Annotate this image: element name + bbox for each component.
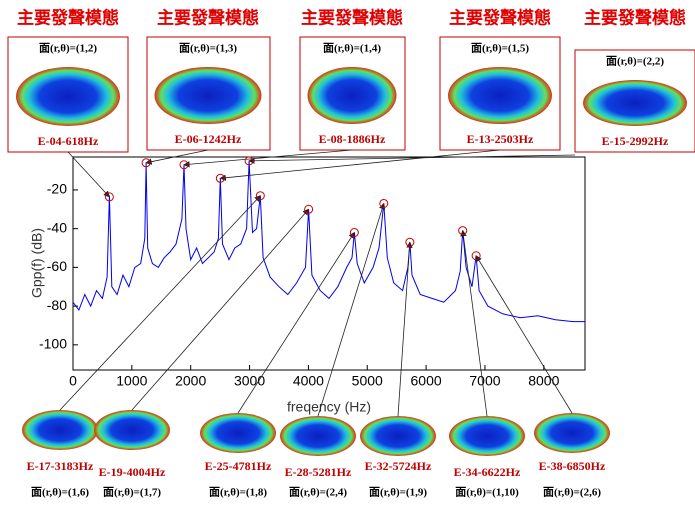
mode-arrow bbox=[219, 149, 501, 181]
mode-index: 面(r,θ)=(2,2) bbox=[606, 55, 664, 68]
mode-index: 面(r,θ)=(1,6) bbox=[31, 486, 89, 499]
mode-label: E-15-2992Hz bbox=[602, 134, 669, 148]
x-tick-label: 5000 bbox=[352, 373, 383, 389]
mode-label: E-13-2503Hz bbox=[467, 132, 534, 146]
x-tick-label: 7000 bbox=[469, 373, 500, 389]
mode-index: 面(r,θ)=(2,4) bbox=[289, 486, 347, 499]
mode-shape bbox=[449, 416, 525, 456]
mode-arrow bbox=[317, 202, 386, 417]
mode-shape bbox=[448, 67, 552, 124]
mode-index: 面(r,θ)=(1,2) bbox=[39, 42, 97, 55]
mode-label: E-28-5281Hz bbox=[285, 465, 352, 479]
mode-label: E-34-6622Hz bbox=[454, 465, 521, 479]
mode-arrow bbox=[397, 241, 413, 417]
mode-arrow bbox=[460, 229, 488, 417]
peak-marker bbox=[104, 192, 114, 202]
mode-label: E-08-1886Hz bbox=[319, 132, 386, 146]
mode-shape bbox=[154, 67, 262, 124]
peak-marker bbox=[179, 160, 189, 170]
y-tick-label: -60 bbox=[47, 258, 67, 274]
y-tick-label: -20 bbox=[47, 181, 67, 197]
x-tick-label: 2000 bbox=[175, 373, 206, 389]
mode-arrow bbox=[131, 208, 310, 411]
plot-frame bbox=[72, 156, 586, 371]
mode-arrow bbox=[183, 149, 353, 168]
mode-arrow bbox=[67, 151, 110, 198]
peak-marker bbox=[379, 198, 389, 208]
mode-shape bbox=[360, 416, 436, 456]
mode-heading: 主要發聲模態 bbox=[17, 8, 119, 29]
mode-arrow bbox=[145, 149, 209, 165]
y-tick-label: -100 bbox=[39, 336, 67, 352]
mode-index: 面(r,θ)=(1,9) bbox=[369, 486, 427, 499]
mode-index: 面(r,θ)=(1,4) bbox=[323, 42, 381, 55]
mode-label: E-04-618Hz bbox=[38, 134, 99, 148]
mode-shape bbox=[280, 416, 356, 456]
peak-marker bbox=[255, 191, 265, 201]
mode-shape bbox=[22, 410, 98, 450]
peak-marker bbox=[405, 237, 415, 247]
x-tick-label: 0 bbox=[69, 373, 77, 389]
y-tick-label: -80 bbox=[47, 297, 67, 313]
x-tick-label: 3000 bbox=[234, 373, 265, 389]
x-tick-label: 6000 bbox=[411, 373, 442, 389]
mode-shape bbox=[583, 80, 687, 126]
mode-shape bbox=[200, 413, 276, 453]
mode-label: E-06-1242Hz bbox=[175, 132, 242, 146]
mode-heading: 主要發聲模態 bbox=[301, 8, 403, 29]
peak-marker bbox=[244, 156, 254, 166]
x-tick-label: 8000 bbox=[528, 373, 559, 389]
mode-heading: 主要發聲模態 bbox=[584, 8, 686, 29]
mode-arrow bbox=[475, 255, 573, 414]
mode-index: 面(r,θ)=(1,3) bbox=[179, 42, 237, 55]
mode-label: E-17-3183Hz bbox=[27, 459, 94, 473]
mode-label: E-32-5724Hz bbox=[365, 459, 432, 473]
mode-label: E-25-4781Hz bbox=[205, 459, 272, 473]
mode-shape bbox=[534, 413, 610, 453]
peak-marker bbox=[215, 173, 225, 183]
x-tick-label: 1000 bbox=[116, 373, 147, 389]
peak-marker bbox=[349, 228, 359, 238]
mode-index: 面(r,θ)=(1,5) bbox=[471, 42, 529, 55]
mode-shape bbox=[16, 67, 120, 126]
y-axis-label: Gpp(f) (dB) bbox=[29, 228, 45, 298]
mode-heading: 主要發聲模態 bbox=[157, 8, 259, 29]
mode-arrow bbox=[59, 195, 261, 411]
mode-index: 面(r,θ)=(1,10) bbox=[455, 486, 519, 499]
mode-shape bbox=[94, 410, 170, 450]
mode-arrow bbox=[237, 231, 355, 414]
peak-marker bbox=[141, 158, 151, 168]
mode-index: 面(r,θ)=(2,6) bbox=[543, 486, 601, 499]
mode-index: 面(r,θ)=(1,7) bbox=[103, 486, 161, 499]
y-tick-label: -40 bbox=[47, 219, 67, 235]
mode-heading: 主要發聲模態 bbox=[449, 8, 551, 29]
mode-index: 面(r,θ)=(1,8) bbox=[209, 486, 267, 499]
mode-label: E-19-4004Hz bbox=[99, 465, 166, 479]
mode-shape bbox=[307, 67, 397, 124]
peak-marker bbox=[458, 226, 468, 236]
peak-marker bbox=[304, 204, 314, 214]
x-axis-label: freqency (Hz) bbox=[287, 399, 371, 415]
spectrum-line bbox=[72, 160, 585, 323]
x-tick-label: 4000 bbox=[293, 373, 324, 389]
mode-arrow bbox=[248, 154, 576, 164]
peak-marker bbox=[471, 251, 481, 261]
mode-label: E-38-6850Hz bbox=[539, 459, 606, 473]
